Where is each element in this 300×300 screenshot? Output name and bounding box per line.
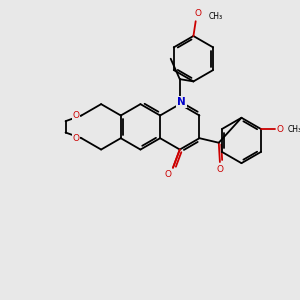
Text: O: O xyxy=(194,9,201,18)
Text: O: O xyxy=(277,124,284,134)
Text: O: O xyxy=(73,111,80,120)
Text: O: O xyxy=(216,165,224,174)
Text: O: O xyxy=(164,169,171,178)
Text: CH₃: CH₃ xyxy=(287,124,300,134)
Text: O: O xyxy=(73,134,80,143)
Text: CH₃: CH₃ xyxy=(208,12,222,21)
Text: N: N xyxy=(177,97,186,107)
